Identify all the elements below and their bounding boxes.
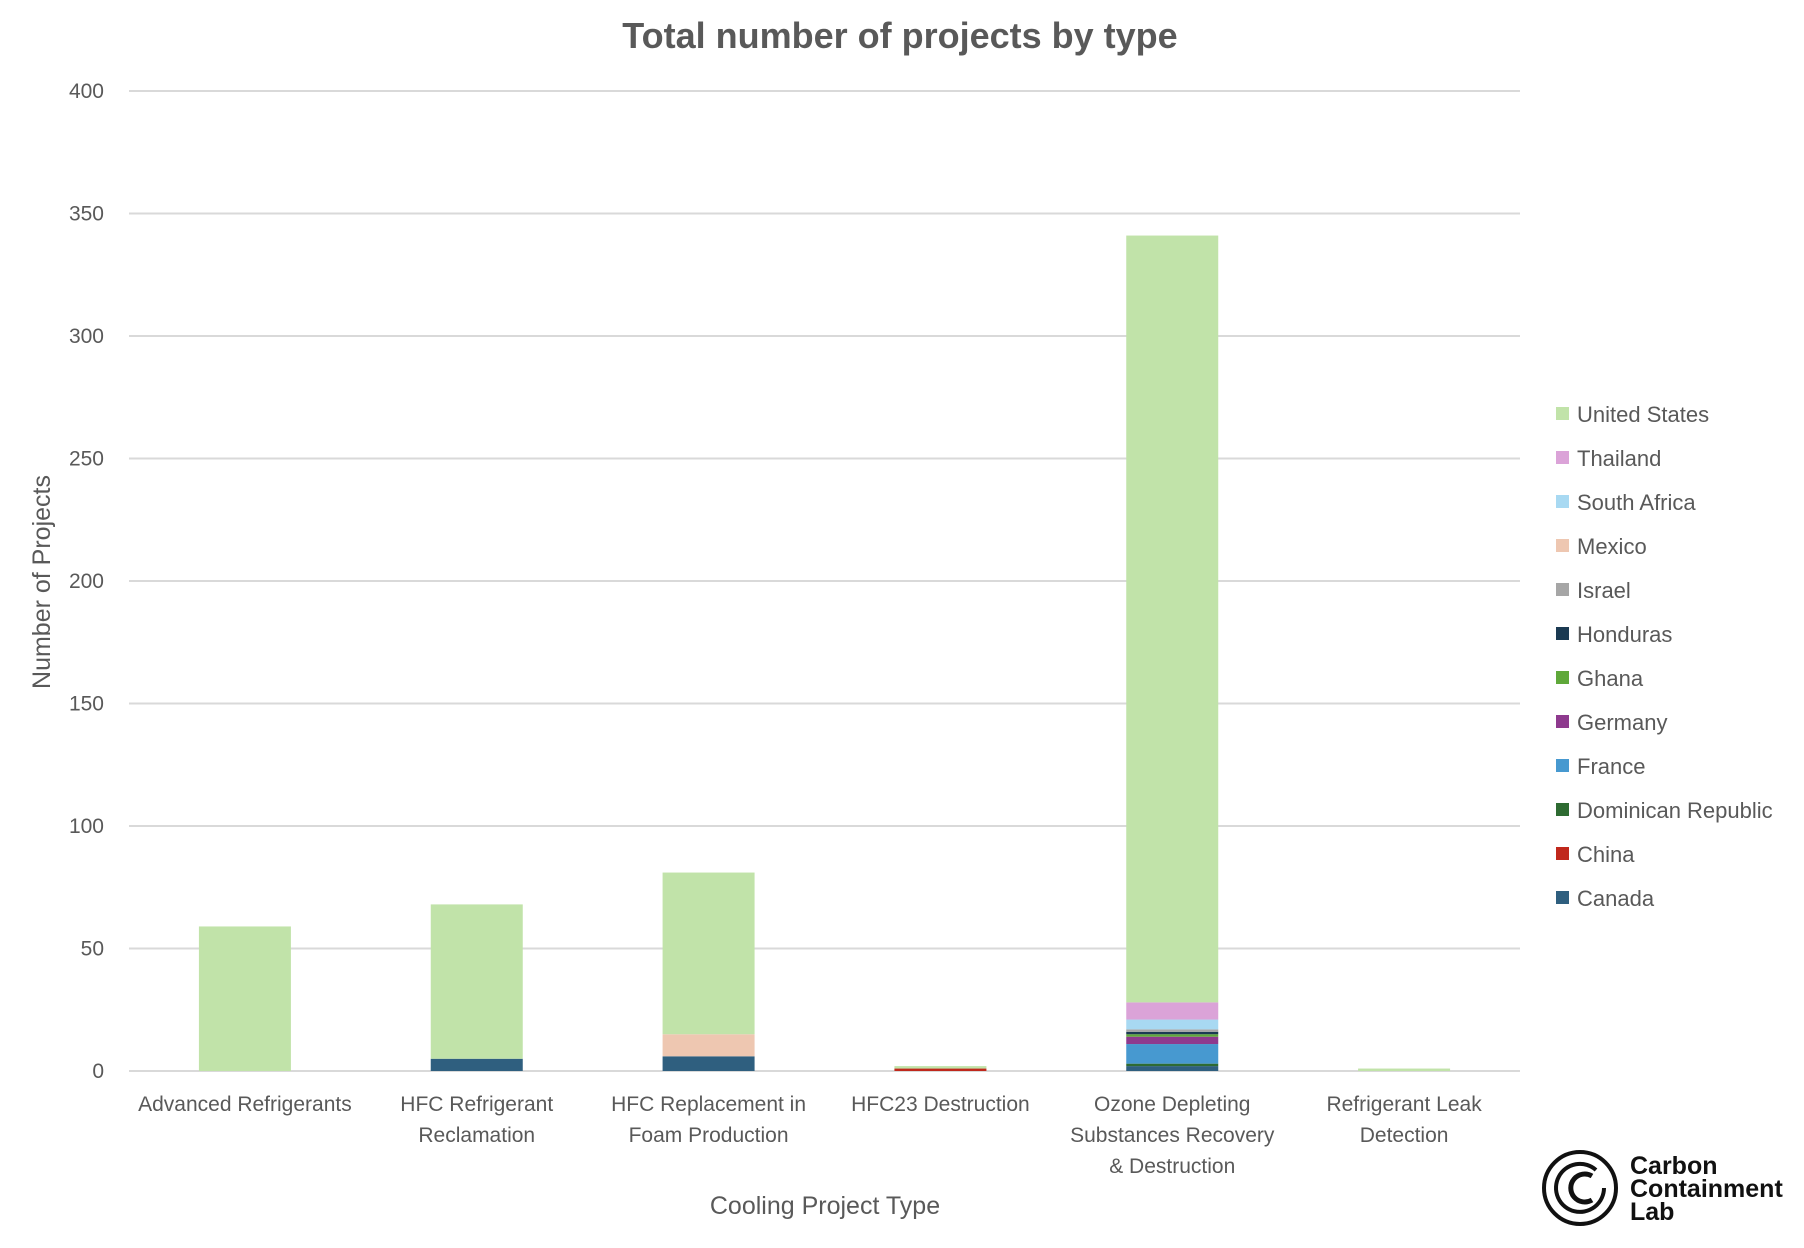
bar-segment-canada bbox=[1126, 1066, 1219, 1071]
legend-label: Mexico bbox=[1577, 534, 1647, 559]
y-tick-label: 100 bbox=[69, 815, 104, 838]
y-tick-label: 350 bbox=[69, 203, 104, 226]
bar-segment-united-states bbox=[198, 926, 291, 1071]
bar-segment-china bbox=[894, 1068, 987, 1071]
bar-segment-canada bbox=[430, 1058, 523, 1071]
legend-swatch bbox=[1556, 407, 1569, 420]
legend-label: China bbox=[1577, 842, 1635, 867]
bar-segment-honduras bbox=[1126, 1031, 1219, 1035]
bar-segment-south-africa bbox=[1126, 1019, 1219, 1030]
y-tick-label: 250 bbox=[69, 448, 104, 471]
x-tick-label: Refrigerant Leak bbox=[1326, 1093, 1482, 1116]
bar-segment-united-states bbox=[1358, 1068, 1451, 1071]
bar-segment-france bbox=[1126, 1044, 1219, 1064]
carbon-containment-lab-logo: Carbon Containment Lab bbox=[1542, 1150, 1783, 1226]
y-tick-label: 300 bbox=[69, 325, 104, 348]
x-axis-title: Cooling Project Type bbox=[710, 1192, 940, 1220]
legend-label: Israel bbox=[1577, 578, 1631, 603]
legend-swatch bbox=[1556, 759, 1569, 772]
bar-segment-mexico bbox=[662, 1034, 755, 1057]
y-tick-label: 400 bbox=[69, 80, 104, 103]
bar-segment-israel bbox=[1126, 1029, 1219, 1032]
bar-segment-germany bbox=[1126, 1036, 1219, 1045]
legend-label: Canada bbox=[1577, 886, 1655, 911]
legend-swatch bbox=[1556, 495, 1569, 508]
y-axis-title: Number of Projects bbox=[28, 475, 56, 689]
x-tick-label: HFC23 Destruction bbox=[851, 1093, 1030, 1116]
logo-text: Lab bbox=[1630, 1198, 1674, 1226]
y-tick-label: 150 bbox=[69, 693, 104, 716]
y-tick-label: 200 bbox=[69, 570, 104, 593]
legend-label: South Africa bbox=[1577, 490, 1696, 515]
x-tick-label: Detection bbox=[1360, 1124, 1449, 1147]
x-tick-label: Foam Production bbox=[629, 1124, 789, 1147]
y-tick-label: 50 bbox=[81, 938, 104, 961]
chart-title: Total number of projects by type bbox=[622, 15, 1177, 56]
x-tick-label: Substances Recovery bbox=[1070, 1124, 1275, 1147]
logo-text: Carbon bbox=[1630, 1152, 1718, 1180]
bar-segment-dominican-republic bbox=[1126, 1063, 1219, 1067]
legend-swatch bbox=[1556, 539, 1569, 552]
legend-label: Thailand bbox=[1577, 446, 1661, 471]
legend-swatch bbox=[1556, 715, 1569, 728]
legend-swatch bbox=[1556, 671, 1569, 684]
x-tick-label: Advanced Refrigerants bbox=[138, 1093, 352, 1116]
legend-swatch bbox=[1556, 627, 1569, 640]
x-tick-label: & Destruction bbox=[1109, 1155, 1235, 1178]
bar-segment-united-states bbox=[1126, 235, 1219, 1003]
bar-segment-united-states bbox=[894, 1066, 987, 1069]
legend-swatch bbox=[1556, 451, 1569, 464]
legend-label: Germany bbox=[1577, 710, 1667, 735]
legend-swatch bbox=[1556, 803, 1569, 816]
logo-mark-icon bbox=[1542, 1150, 1618, 1226]
bar-segment-canada bbox=[662, 1056, 755, 1071]
legend-label: Honduras bbox=[1577, 622, 1672, 647]
x-tick-label: HFC Refrigerant bbox=[400, 1093, 553, 1116]
bar-segment-united-states bbox=[662, 872, 755, 1035]
bar-segment-ghana bbox=[1126, 1034, 1219, 1037]
x-tick-label: HFC Replacement in bbox=[611, 1093, 806, 1116]
legend-swatch bbox=[1556, 583, 1569, 596]
x-tick-label: Ozone Depleting bbox=[1094, 1093, 1250, 1116]
bar-segment-thailand bbox=[1126, 1002, 1219, 1020]
legend-swatch bbox=[1556, 891, 1569, 904]
y-tick-label: 0 bbox=[92, 1060, 104, 1083]
legend-label: France bbox=[1577, 754, 1645, 779]
bar-segment-united-states bbox=[430, 904, 523, 1059]
legend-swatch bbox=[1556, 847, 1569, 860]
logo-text: Containment bbox=[1630, 1175, 1783, 1203]
x-tick-label: Reclamation bbox=[418, 1124, 535, 1147]
legend: United States Thailand South Africa Mexico I… bbox=[1556, 402, 1773, 911]
legend-label: Dominican Republic bbox=[1577, 798, 1773, 823]
legend-label: United States bbox=[1577, 402, 1709, 427]
legend-label: Ghana bbox=[1577, 666, 1644, 691]
